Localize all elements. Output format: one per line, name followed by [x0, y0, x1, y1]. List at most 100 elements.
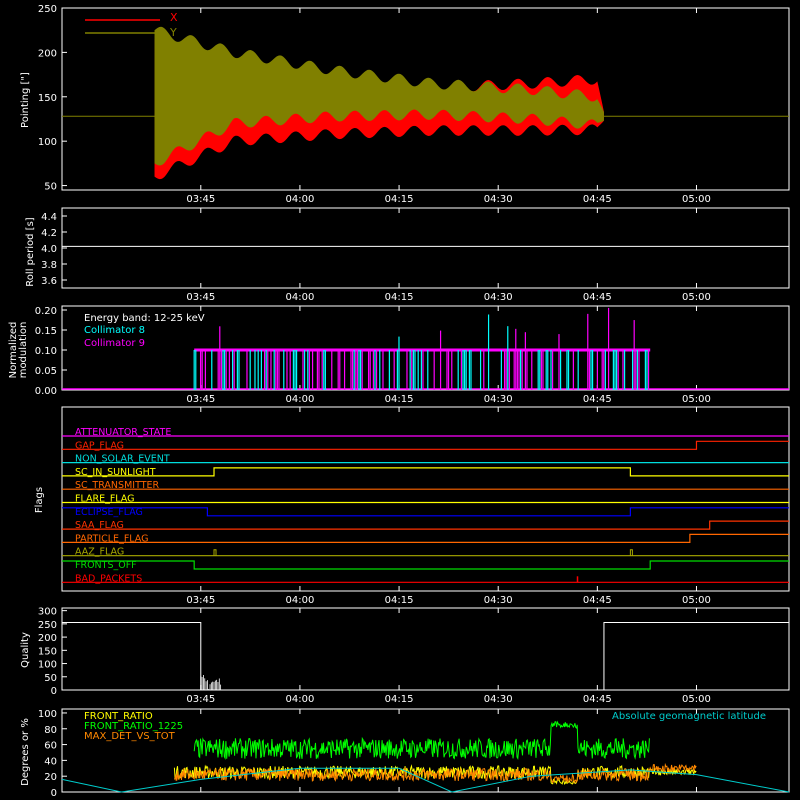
flag-label-sc-in-sunlight: SC_IN_SUNLIGHT	[75, 467, 156, 478]
x-tick-label: 04:15	[385, 595, 414, 606]
flag-line-eclipse-flag	[62, 507, 789, 517]
flag-label-fronts-off: FRONTS_OFF	[75, 560, 137, 571]
x-tick-label: 04:15	[385, 694, 414, 705]
panel-roll-period: Roll period [s] 3.6 3.8 4.0 4.2 4.4 03:45 04:…	[25, 207, 790, 303]
y-tick-label: 200	[38, 633, 57, 644]
x-tick-label: 04:00	[286, 595, 315, 606]
legend-collimator-9: Collimator 9	[84, 338, 145, 349]
y-tick-label: 3.8	[41, 260, 57, 271]
x-tick-label: 03:45	[186, 394, 215, 405]
aaz-flag-spike	[629, 549, 633, 556]
x-tick-label: 04:45	[583, 292, 612, 303]
panel-quality: Quality 0 50 100 150 200 250 300 03:45 04:00 04:…	[20, 607, 790, 705]
y-tick-label: 0.05	[35, 366, 57, 377]
roll-ytick-labels: 3.6 3.8 4.0 4.2 4.4	[41, 212, 67, 287]
flag-label-non-solar-event: NON_SOLAR_EVENT	[75, 454, 170, 465]
x-tick-label: 04:00	[286, 394, 315, 405]
x-tick-label: 04:45	[583, 394, 612, 405]
y-tick-label: 100	[38, 137, 57, 148]
roll-plot	[61, 207, 790, 289]
x-tick-label: 05:00	[682, 595, 711, 606]
x-tick-label: 05:00	[682, 194, 711, 205]
plot-frame	[61, 7, 790, 191]
y-tick-label: 250	[38, 4, 57, 15]
modulation-plot	[61, 305, 790, 391]
flag-line-particle-flag	[62, 533, 789, 544]
modulation-ytick-labels: 0.00 0.05 0.10 0.15 0.20	[35, 306, 67, 397]
ratios-ylabel: Degrees or %	[20, 718, 31, 786]
x-tick-label: 03:45	[186, 292, 215, 303]
roll-ylabel: Roll period [s]	[25, 217, 36, 286]
legend-label-x: X	[170, 11, 178, 24]
legend-label-y: Y	[169, 26, 177, 39]
y-tick-label: 50	[44, 673, 57, 684]
flag-label-attenuator-state: ATTENUATOR_STATE	[75, 427, 171, 438]
x-tick-label: 04:30	[484, 194, 513, 205]
legend-front-ratio-1225: FRONT_RATIO_1225	[84, 721, 183, 732]
x-tick-label: 04:30	[484, 595, 513, 606]
x-tick-label: 05:00	[682, 394, 711, 405]
modulation-ylabel-2: modulation	[18, 322, 29, 379]
legend-geomagnetic-latitude: Absolute geomagnetic latitude	[612, 711, 766, 722]
y-tick-label: 0.10	[35, 346, 57, 357]
x-tick-label: 04:30	[484, 394, 513, 405]
panel-pointing: Pointing ["] 50 100 150 200 250 03:45 04:00 04…	[20, 4, 790, 205]
y-tick-label: 3.6	[41, 276, 57, 287]
x-tick-label: 04:45	[583, 694, 612, 705]
y-tick-label: 300	[38, 607, 57, 618]
plot-frame	[61, 406, 790, 592]
plot-frame	[61, 207, 790, 289]
flag-label-gap-flag: GAP_FLAG	[75, 440, 124, 451]
x-tick-label: 04:00	[286, 194, 315, 205]
flag-label-particle-flag: PARTICLE_FLAG	[75, 533, 148, 544]
y-tick-label: 150	[38, 93, 57, 104]
roll-xtick-labels: 03:45 04:00 04:15 04:30 04:45 05:00	[186, 292, 711, 303]
x-tick-label: 03:45	[186, 595, 215, 606]
panel-ratios: Degrees or % 0 20 40 60 80 100 FRONT_RATIO FR…	[20, 708, 790, 799]
legend-front-ratio: FRONT_RATIO	[84, 711, 153, 722]
panel-flags: Flags 03:45 04:00 04:15 04:30 04:45 05:00 ATT…	[34, 406, 790, 606]
aaz-flag-spike	[213, 549, 217, 556]
energy-band-label: Energy band: 12-25 keV	[84, 313, 205, 324]
quality-plot	[61, 607, 790, 691]
max-det-line	[173, 762, 697, 785]
geomagnetic-latitude-line	[61, 767, 790, 793]
y-tick-label: 0.15	[35, 326, 57, 337]
flags-xtick-labels: 03:45 04:00 04:15 04:30 04:45 05:00	[186, 595, 711, 606]
y-tick-label: 0	[51, 788, 57, 799]
modulation-xtick-labels: 03:45 04:00 04:15 04:30 04:45 05:00	[186, 394, 711, 405]
flag-label-flare-flag: FLARE_FLAG	[75, 494, 135, 505]
y-tick-label: 4.0	[41, 244, 57, 255]
y-tick-label: 20	[44, 772, 57, 783]
flag-line-sc-in-sunlight	[62, 467, 789, 477]
flag-line-fronts-off	[62, 560, 789, 570]
y-tick-label: 60	[44, 741, 57, 752]
pointing-plot	[61, 7, 790, 191]
x-tick-label: 04:45	[583, 595, 612, 606]
flags-plot: ATTENUATOR_STATE GAP_FLAG NON_SOLAR_EVENT S…	[61, 406, 790, 592]
y-tick-label: 80	[44, 725, 57, 736]
y-tick-label: 0.20	[35, 306, 57, 317]
flag-label-sc-transmitter: SC_TRANSMITTER	[75, 480, 160, 491]
x-tick-label: 04:30	[484, 292, 513, 303]
ratios-ytick-labels: 0 20 40 60 80 100	[38, 709, 67, 799]
x-tick-label: 04:00	[286, 292, 315, 303]
flags-ylabel: Flags	[34, 487, 45, 513]
flag-label-eclipse-flag: ECLIPSE_FLAG	[75, 507, 143, 518]
y-tick-label: 4.2	[41, 228, 57, 239]
front-ratio-1225-line	[193, 720, 650, 761]
ratios-plot	[61, 708, 790, 793]
x-tick-label: 04:15	[385, 292, 414, 303]
y-tick-label: 100	[38, 709, 57, 720]
y-tick-label: 150	[38, 646, 57, 657]
pointing-series-y	[154, 26, 604, 166]
x-tick-label: 04:15	[385, 194, 414, 205]
y-tick-label: 100	[38, 660, 57, 671]
y-tick-label: 40	[44, 756, 57, 767]
y-tick-label: 50	[44, 182, 57, 193]
quality-ylabel: Quality	[20, 632, 31, 668]
legend-max-det: MAX_DET_VS_TOT	[84, 731, 176, 742]
modulation-ylabel: Normalized	[8, 322, 19, 379]
plot-frame	[61, 305, 790, 391]
